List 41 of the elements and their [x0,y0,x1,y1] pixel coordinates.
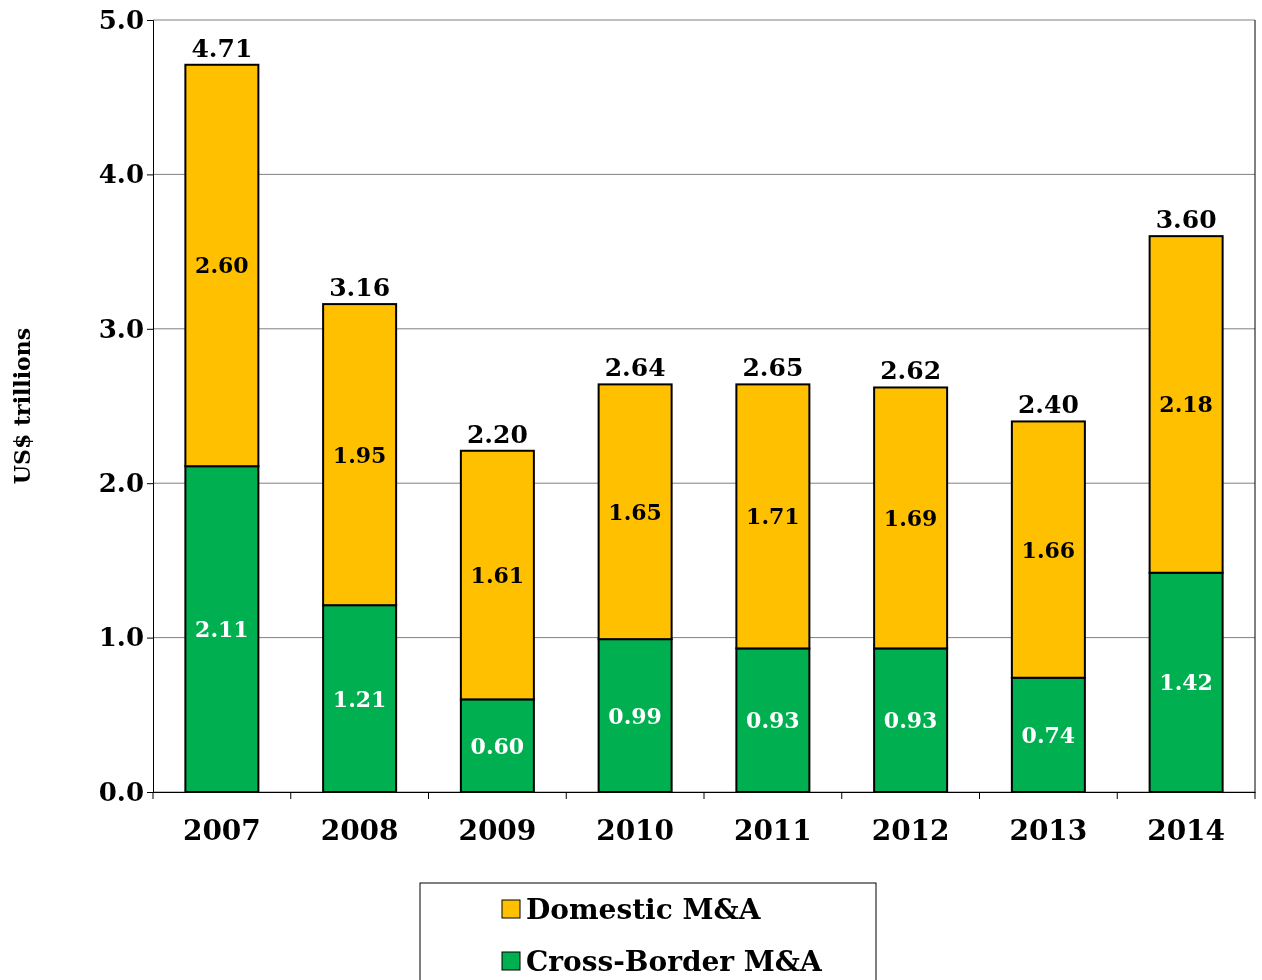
x-tick-label: 2011 [733,813,812,847]
data-label: 1.66 [1021,536,1076,563]
legend-label: Domestic M&A [526,893,762,926]
data-label: 1.95 [332,441,387,468]
data-label: 0.99 [608,702,662,729]
legend-label: Cross-Border M&A [526,945,824,978]
total-label: 2.40 [1017,390,1079,420]
x-tick-label: 2008 [320,813,399,847]
data-label: 0.60 [470,732,525,759]
total-label: 2.65 [742,353,804,383]
total-label: 3.60 [1155,205,1217,235]
y-tick-label: 3.0 [98,313,144,344]
y-tick-label: 1.0 [98,622,144,653]
x-tick-label: 2014 [1147,813,1226,847]
data-label: 1.71 [746,503,800,530]
y-tick-label: 2.0 [98,468,144,499]
x-tick-label: 2012 [871,813,950,847]
data-label: 1.69 [883,504,938,531]
data-label: 0.93 [883,707,938,734]
data-label: 0.74 [1021,721,1076,748]
total-label: 2.62 [880,356,942,386]
data-label: 2.18 [1159,391,1213,418]
x-tick-label: 2009 [458,813,537,847]
total-label: 2.20 [466,419,528,449]
y-tick-label: 0.0 [98,776,144,807]
x-tick-label: 2013 [1009,813,1088,847]
y-tick-label: 5.0 [98,4,144,35]
total-label: 3.16 [329,273,391,303]
total-label: 4.71 [191,33,253,63]
data-label: 0.93 [746,707,800,734]
x-tick-label: 2010 [596,813,675,847]
x-tick-label: 2007 [182,813,261,847]
data-label: 1.21 [332,685,387,712]
data-label: 1.65 [608,498,662,525]
y-axis-title: US$ trillions [9,327,35,485]
total-label: 2.64 [604,353,666,383]
data-label: 1.42 [1159,669,1213,696]
y-tick-label: 4.0 [98,159,144,190]
data-label: 2.11 [195,616,249,643]
data-label: 2.60 [195,252,249,279]
data-label: 1.61 [470,562,525,589]
